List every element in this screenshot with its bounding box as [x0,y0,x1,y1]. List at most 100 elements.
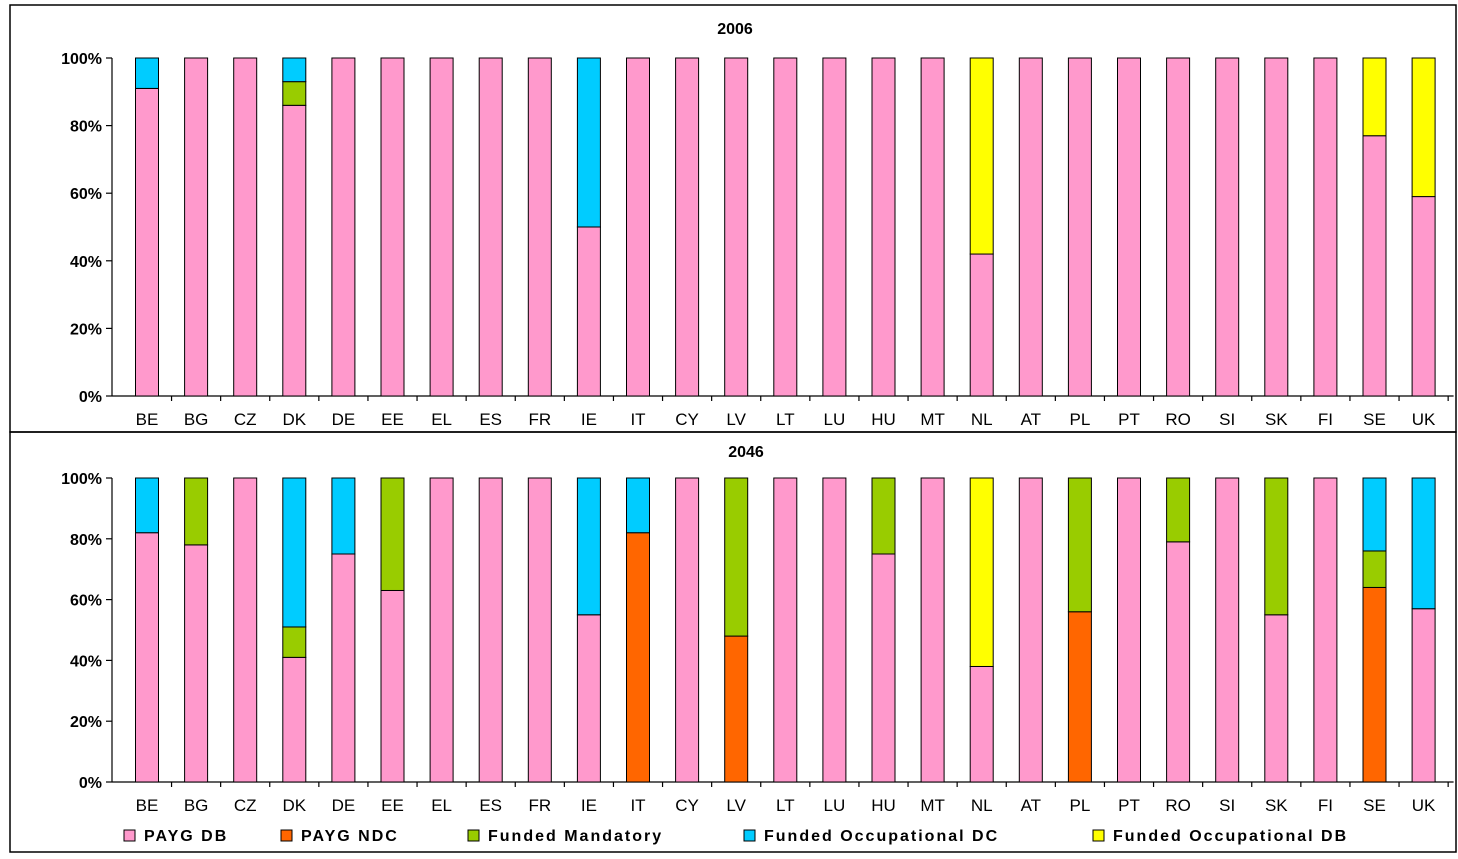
chart-panel-2046: 0% 20% 40% 60% 80% 100% BE BG CZ DK DE EE EL ES FR IE IT… [61,471,1454,815]
bar-mt-payg-db [920,477,945,783]
legend-swatch-payg-ndc [280,829,293,842]
y-tick-label: 20% [70,321,102,338]
x-tick-label-uk: UK [1412,796,1436,815]
bar-ro-payg-db [1166,541,1191,783]
x-tick-label-hu: HU [871,410,896,429]
bar-bg-payg-db [184,57,209,397]
bar-be-payg-db [135,87,159,397]
bar-se-funded-occupational-dc [1362,477,1387,552]
y-tick-label: 100% [61,51,102,68]
bar-mt-payg-db [920,57,945,397]
y-tick-label: 0% [79,775,102,792]
bar-se-funded-mandatory [1362,550,1387,588]
x-tick-label-ee: EE [381,410,404,429]
bar-dk-funded-occupational-dc [282,57,307,83]
x-tick-label-ee: EE [381,796,404,815]
bar-cy-payg-db [675,477,700,783]
x-tick-label-it: IT [630,796,645,815]
bar-uk-funded-occupational-db [1411,57,1436,198]
x-tick-label-lv: LV [726,796,746,815]
bar-de-payg-db [331,57,356,397]
x-tick-label-ro: RO [1165,796,1191,815]
x-tick-label-ro: RO [1165,410,1191,429]
panel-frame-2046 [9,431,1457,853]
y-tick-label: 80% [70,532,102,549]
bar-ee-payg-db [380,589,405,783]
legend-swatch-payg-db [123,829,136,842]
bar-es-payg-db [478,57,503,397]
bar-se-funded-occupational-db [1362,57,1387,137]
y-tick-label: 80% [70,119,102,136]
x-tick-label-be: BE [136,410,159,429]
x-tick-label-lt: LT [776,410,795,429]
legend-label-funded-occupational-db: Funded Occupational DB [1113,828,1348,845]
x-tick-label-be: BE [136,796,159,815]
bar-pl-funded-mandatory [1067,477,1092,613]
panel-title-2046: 2046 [728,444,764,461]
x-tick-label-si: SI [1219,410,1235,429]
legend-label-payg-db: PAYG DB [144,828,228,845]
x-tick-label-ie: IE [581,796,597,815]
y-tick-label: 0% [79,389,102,406]
bar-ie-payg-db [576,614,601,783]
x-tick-label-el: EL [431,796,452,815]
bar-lu-payg-db [822,57,847,397]
legend-label-payg-ndc: PAYG NDC [301,828,399,845]
bar-lv-payg-db [724,57,749,397]
bar-cy-payg-db [675,57,700,397]
x-tick-label-ie: IE [581,410,597,429]
x-tick-label-cy: CY [675,796,699,815]
bar-se-payg-db [1362,135,1387,397]
bar-es-payg-db [478,477,503,783]
y-tick-label: 40% [70,254,102,271]
bar-uk-funded-occupational-dc [1411,477,1436,610]
x-tick-label-cy: CY [675,410,699,429]
bar-at-payg-db [1018,57,1043,397]
bar-el-payg-db [429,57,454,397]
bar-bg-payg-db [184,544,209,783]
bar-fr-payg-db [527,57,552,397]
bar-si-payg-db [1215,57,1240,397]
x-tick-label-lv: LV [726,410,746,429]
y-tick-label: 40% [70,653,102,670]
x-tick-label-nl: NL [971,796,993,815]
bar-it-payg-ndc [626,532,650,783]
x-tick-label-lu: LU [824,796,846,815]
x-tick-label-bg: BG [184,410,209,429]
bar-ie-funded-occupational-dc [576,57,601,228]
x-tick-label-de: DE [332,410,356,429]
x-tick-label-cz: CZ [234,796,257,815]
bar-nl-payg-db [969,665,994,783]
bar-dk-payg-db [282,104,307,397]
bar-se-payg-ndc [1362,586,1387,783]
x-tick-label-at: AT [1021,796,1041,815]
bar-uk-payg-db [1411,608,1436,783]
bar-it-payg-db [626,57,650,397]
bar-sk-payg-db [1264,57,1289,397]
x-tick-label-lu: LU [824,410,846,429]
x-tick-label-es: ES [479,410,502,429]
x-tick-label-si: SI [1219,796,1235,815]
x-tick-label-lt: LT [776,796,795,815]
chart-panel-2006: 0% 20% 40% 60% 80% 100% BE BG CZ DK DE EE EL ES FR IE IT… [61,51,1454,429]
bar-lv-payg-ndc [724,635,749,783]
legend-swatch-funded-occupational-dc [743,829,756,842]
legend: PAYG DB PAYG NDC Funded Mandatory Funded Oc… [123,828,1348,845]
x-tick-label-at: AT [1021,410,1041,429]
bar-hu-funded-mandatory [871,477,896,555]
bar-cz-payg-db [233,57,258,397]
x-tick-label-dk: DK [282,796,306,815]
bar-si-payg-db [1215,477,1240,783]
x-tick-label-it: IT [630,410,645,429]
x-tick-label-dk: DK [282,410,306,429]
bar-sk-funded-mandatory [1264,477,1289,616]
bar-pt-payg-db [1117,57,1141,397]
legend-label-funded-occupational-dc: Funded Occupational DC [764,828,999,845]
bar-nl-payg-db [969,253,994,397]
x-tick-label-cz: CZ [234,410,257,429]
bar-dk-funded-mandatory [282,626,307,658]
x-tick-label-pl: PL [1070,796,1091,815]
x-tick-label-mt: MT [920,796,945,815]
